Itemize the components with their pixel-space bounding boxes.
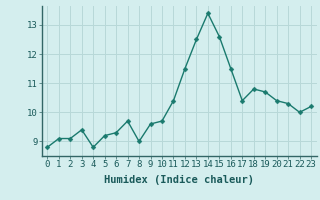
X-axis label: Humidex (Indice chaleur): Humidex (Indice chaleur) [104, 175, 254, 185]
